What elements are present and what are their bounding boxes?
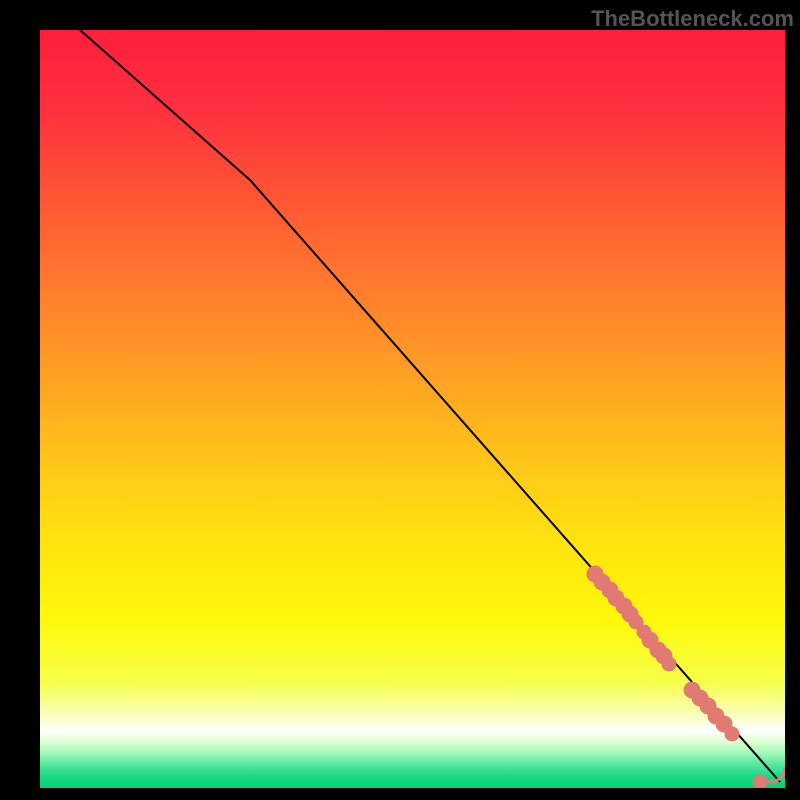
data-marker <box>662 657 676 671</box>
frame-bottom <box>0 788 800 800</box>
frame-top <box>0 0 40 30</box>
watermark-text: TheBottleneck.com <box>591 6 794 32</box>
data-marker <box>753 775 767 789</box>
frame-right <box>785 0 800 800</box>
chart-stage: TheBottleneck.com <box>0 0 800 800</box>
data-marker <box>725 727 739 741</box>
chart-svg <box>0 0 800 800</box>
plot-panel <box>40 30 785 788</box>
frame-left <box>0 0 40 800</box>
